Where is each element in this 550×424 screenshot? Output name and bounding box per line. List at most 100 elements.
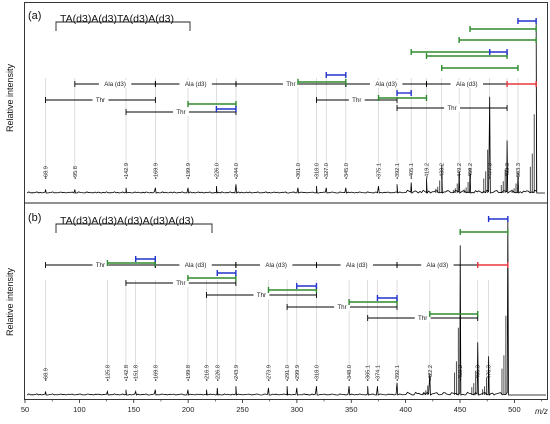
panel-b-peak-label: •299.9 bbox=[295, 365, 301, 381]
panel-a-fragment-label: Thr bbox=[96, 97, 105, 104]
panel-a-fragment-label: Thr bbox=[352, 97, 361, 104]
panel-b-peak-label: •374.1 bbox=[375, 365, 381, 381]
x-tick-label: 400 bbox=[399, 405, 412, 414]
panel-b-fragment-label-bg bbox=[414, 314, 431, 322]
panel-a-peak-label: •433.2 bbox=[440, 163, 446, 179]
panel-a-peak-label: •503.3 bbox=[516, 163, 522, 179]
x-tick-label: 150 bbox=[127, 405, 140, 414]
panel-b-peak-label: •68.9 bbox=[44, 368, 50, 381]
panel-b-fragment-label-bg bbox=[92, 261, 109, 269]
panel-b-peak-label: •142.8 bbox=[124, 365, 130, 381]
x-tick-label: 300 bbox=[291, 405, 304, 414]
panel-a-spectrum-line bbox=[26, 17, 545, 195]
panel-b-seq-bracket bbox=[55, 223, 213, 233]
panel-a-peak-label: •419.2 bbox=[425, 163, 431, 179]
panel-b-letter: (b) bbox=[28, 212, 41, 224]
panel-a-fragment-label-bg bbox=[348, 96, 365, 104]
panel-a-fragment-label: Thr bbox=[286, 81, 295, 88]
panel-a-peak-label: •169.9 bbox=[153, 163, 159, 179]
x-tick-label: 100 bbox=[73, 405, 86, 414]
panel-a-peak-label: •493.3 bbox=[505, 163, 511, 179]
x-tick-label: 450 bbox=[454, 405, 467, 414]
panel-b-spectrum-line bbox=[26, 218, 547, 396]
panel-b-peak-label: •466.3 bbox=[476, 365, 482, 381]
panel-a-peak-label: •142.9 bbox=[124, 163, 130, 179]
x-axis: 50 100 150 200 250 300 350 400 450 500 bbox=[21, 399, 542, 414]
panel-b-peak-label: •243.9 bbox=[234, 365, 240, 381]
panel-a-peak-label: •244.0 bbox=[234, 163, 240, 179]
panel-b-peak-label: •348.0 bbox=[347, 365, 353, 381]
panel-a-peak-label: •318.0 bbox=[314, 163, 320, 179]
panel-b-peak-label: •125.8 bbox=[105, 365, 111, 381]
panel-a-peak-label: •327.0 bbox=[324, 163, 330, 179]
panel-a-peak-label: •459.2 bbox=[468, 163, 474, 179]
panel-a-letter: (a) bbox=[28, 10, 41, 22]
panel-a-peak-label: •405.1 bbox=[409, 163, 415, 179]
panel-a-peak-label: •301.0 bbox=[296, 163, 302, 179]
panel-b-fragment-label-bg bbox=[253, 291, 270, 299]
panel-b-peak-label: •392.1 bbox=[395, 365, 401, 381]
x-axis-label: m/z bbox=[535, 407, 548, 416]
panel-a-fragment-label-bg bbox=[444, 104, 461, 112]
panel-b-peak-label: •476.3 bbox=[487, 365, 493, 381]
x-tick-label: 250 bbox=[236, 405, 249, 414]
panel-a-peak-label: •449.2 bbox=[457, 163, 463, 179]
panel-b-peak-label: •291.0 bbox=[285, 365, 291, 381]
panel-b-fragment-label: Thr bbox=[337, 304, 346, 311]
panel-a-fragment-label-bg bbox=[92, 96, 109, 104]
panel-b-fragment-label: Ala (d3) bbox=[185, 262, 207, 269]
panel-a-ylabel: Relative intensity bbox=[5, 63, 15, 132]
panel-a-peak-label: •392.1 bbox=[395, 163, 401, 179]
panel-a-fragment-label: Ala (d3) bbox=[185, 81, 207, 88]
panel-b-peak-label: •169.8 bbox=[153, 365, 159, 381]
panel-b-peak-label: •318.0 bbox=[314, 365, 320, 381]
panel-b-fragment-label: Thr bbox=[257, 292, 266, 299]
panel-b-fragment-label: Thr bbox=[176, 280, 185, 287]
panel-a-peak-label: •477.3 bbox=[488, 163, 494, 179]
panel-a-fragment-label: Thr bbox=[447, 105, 456, 112]
panel-a-peak-label: •199.9 bbox=[186, 163, 192, 179]
panel-b-peak-label: •273.9 bbox=[266, 365, 272, 381]
figure-frame bbox=[24, 2, 548, 400]
x-tick-label: 50 bbox=[21, 405, 29, 414]
panel-a-sequence: TA(d3)A(d3)TA(d3)A(d3) bbox=[60, 13, 174, 25]
panel-a-fragment-label: Ala (d3) bbox=[375, 81, 397, 88]
panel-a-fragment-label-bg bbox=[369, 80, 403, 88]
panel-a-plot: •68.9 •95.8 •142.9 •169.9 •199.9 •226.0 •244.0… bbox=[26, 17, 545, 195]
panel-b-peak-label: •216.9 bbox=[205, 365, 211, 381]
panel-b-peak-label: •226.8 bbox=[215, 365, 221, 381]
panel-a-peak-label: •375.1 bbox=[377, 163, 383, 179]
panel-b-plot: •68.9 •125.8 •142.8 •151.8 •169.8 •199.8 •216.… bbox=[26, 216, 547, 396]
panel-a-peak-label: •345.0 bbox=[344, 163, 350, 179]
panel-b-fragment-label: Ala (d3) bbox=[265, 262, 287, 269]
x-tick-label: 200 bbox=[182, 405, 195, 414]
panel-b-fragment-label: Thr bbox=[96, 262, 105, 269]
panel-a-fragment-label: Ala (d3) bbox=[104, 81, 126, 88]
panel-a-fragment-label-bg bbox=[98, 80, 132, 88]
panel-a-fragment-label-bg bbox=[173, 108, 189, 116]
panel-a-fragment-label-bg bbox=[450, 80, 483, 88]
panel-a-fragment-label-bg bbox=[282, 80, 299, 88]
panel-b-fragment-label: Ala (d3) bbox=[427, 262, 449, 269]
panel-b-fragment-label-bg bbox=[334, 303, 351, 311]
panel-a-fragment-label: Thr bbox=[176, 109, 185, 116]
panel-a-fragment-label-bg bbox=[179, 80, 212, 88]
panel-b-ylabel: Relative intensity bbox=[5, 267, 15, 336]
panel-b-fragment-label: Ala (d3) bbox=[346, 262, 368, 269]
panel-b-fragment-label-bg bbox=[179, 261, 212, 269]
panel-b-peak-label: •422.2 bbox=[428, 365, 434, 381]
x-tick-label: 350 bbox=[345, 405, 358, 414]
panel-a-peak-label: •68.9 bbox=[44, 166, 50, 179]
panel-b-fragment-label-bg bbox=[340, 261, 373, 269]
panel-b-fragment-label: Thr bbox=[418, 315, 427, 322]
panel-b-fragment-label-bg bbox=[259, 261, 293, 269]
panel-b-fragment-label-bg bbox=[421, 261, 454, 269]
panel-b-fragment-label-bg bbox=[172, 279, 189, 287]
panel-b-peak-label: •450.2 bbox=[458, 365, 464, 381]
panel-b-peak-label: •199.8 bbox=[186, 365, 192, 381]
panel-a-peak-label: •95.8 bbox=[73, 166, 79, 179]
panel-b-peak-label: •151.8 bbox=[134, 365, 140, 381]
x-tick-label: 500 bbox=[508, 405, 521, 414]
panel-a-seq-bracket bbox=[55, 21, 191, 31]
